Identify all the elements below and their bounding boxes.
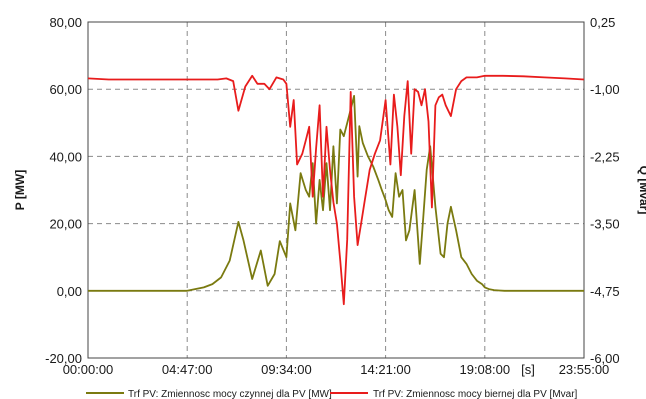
- x-tick-label: 04:47:00: [162, 362, 213, 377]
- x-tick-label: 09:34:00: [261, 362, 312, 377]
- left-tick-label: 80,00: [49, 15, 82, 30]
- x-axis-ticks: 00:00:00 04:47:00 09:34:00 14:21:00 19:08:00…: [63, 362, 610, 377]
- plot-frame: [87, 21, 585, 359]
- x-tick-label: 00:00:00: [63, 362, 114, 377]
- x-tick-label: 14:21:00: [360, 362, 411, 377]
- left-tick-label: 60,00: [49, 82, 82, 97]
- series-line-reactive-power: [87, 74, 585, 306]
- left-axis-ticks: 80,00 60,00 40,00 20,00 0,00 -20,00: [45, 15, 82, 366]
- left-tick-label: 40,00: [49, 149, 82, 164]
- x-tick-label: 23:55:00: [559, 362, 610, 377]
- legend-label-active-power: Trf PV: Zmiennosc mocy czynnej dla PV [M…: [128, 389, 332, 399]
- left-axis-title: P [MW]: [13, 170, 27, 210]
- left-tick-label: 20,00: [49, 217, 82, 232]
- legend-label-reactive-power: Trf PV: Zmiennosc mocy biernej dla PV [M…: [373, 389, 578, 399]
- left-tick-label: -20,00: [45, 351, 82, 366]
- legend: Trf PV: Zmiennosc mocy czynnej dla PV [M…: [86, 389, 578, 399]
- right-tick-label: -3,50: [590, 217, 620, 232]
- right-tick-label: 0,25: [590, 15, 615, 30]
- right-tick-label: -1,00: [590, 82, 620, 97]
- right-tick-label: -6,00: [590, 351, 620, 366]
- x-tick-label: 19:08:00: [459, 362, 510, 377]
- x-axis-label: [s]: [521, 362, 535, 377]
- right-axis-title: Q [Mvar]: [637, 166, 646, 215]
- series-lines: [87, 74, 585, 306]
- series-line-active-power: [88, 95, 584, 292]
- left-tick-label: 0,00: [57, 284, 82, 299]
- right-tick-label: -4,75: [590, 284, 620, 299]
- right-axis-ticks: 0,25 -1,00 -2,25 -3,50 -4,75 -6,00: [590, 15, 620, 366]
- right-tick-label: -2,25: [590, 149, 620, 164]
